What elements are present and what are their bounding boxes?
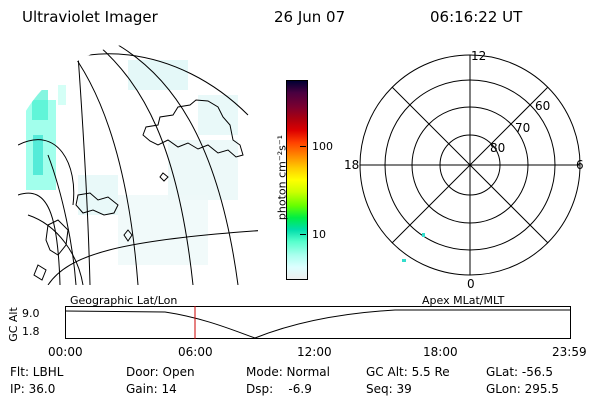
gain-info: Gain: 14 [126, 382, 177, 396]
altitude-curve [65, 309, 571, 339]
colorbar-tick-10: 10 [312, 228, 326, 241]
intensity-colorbar [286, 80, 308, 280]
altitude-x-tick-2359: 23:59 [552, 345, 587, 359]
aurora-emission [26, 60, 238, 265]
instrument-title: Ultraviolet Imager [22, 8, 158, 26]
altitude-left-title: Geographic Lat/Lon [70, 294, 178, 307]
polar-mlt-plot: 12 18 6 0 60 70 80 [344, 49, 584, 290]
altitude-y-tick-min: 1.8 [22, 325, 40, 338]
emission-point [422, 233, 425, 237]
altitude-y-label: GC Alt [6, 307, 20, 342]
seq-info: Seq: 39 [366, 382, 412, 396]
altitude-y-tick-max: 9.0 [22, 307, 40, 320]
coastline [33, 99, 244, 281]
geographic-map [18, 45, 258, 285]
observation-date: 26 Jun 07 [274, 8, 346, 26]
observation-time: 06:16:22 UT [430, 8, 523, 26]
polar-label-bottom: 0 [467, 277, 475, 290]
filter-info: Flt: LBHL [10, 365, 64, 379]
dsp-info: Dsp: -6.9 [246, 382, 312, 396]
glat-info: GLat: -56.5 [486, 365, 553, 379]
door-info: Door: Open [126, 365, 195, 379]
colorbar-tick-100: 100 [312, 140, 333, 153]
altitude-x-tick-0600: 06:00 [178, 345, 213, 359]
altitude-plot [65, 306, 571, 339]
ip-info: IP: 36.0 [10, 382, 56, 396]
gc-alt-info: GC Alt: 5.5 Re [366, 365, 450, 379]
altitude-x-tick-0000: 00:00 [48, 345, 83, 359]
mode-info: Mode: Normal [246, 365, 330, 379]
altitude-plot-frame [65, 306, 571, 339]
polar-label-right: 6 [576, 158, 584, 172]
altitude-right-title: Apex MLat/MLT [422, 294, 505, 307]
polar-label-top: 12 [471, 49, 486, 63]
emission-point [402, 259, 406, 262]
colorbar-unit-label: photon cm⁻²s⁻¹ [275, 134, 289, 221]
polar-lat-70: 70 [515, 121, 530, 135]
polar-lat-80: 80 [490, 141, 505, 155]
polar-lat-60: 60 [535, 99, 550, 113]
colorbar-tickmark-100 [300, 146, 306, 147]
glon-info: GLon: 295.5 [486, 382, 559, 396]
colorbar-tickmark-10 [300, 234, 306, 235]
altitude-x-tick-1200: 12:00 [297, 345, 332, 359]
polar-label-left: 18 [344, 158, 359, 172]
altitude-x-tick-1800: 18:00 [423, 345, 458, 359]
